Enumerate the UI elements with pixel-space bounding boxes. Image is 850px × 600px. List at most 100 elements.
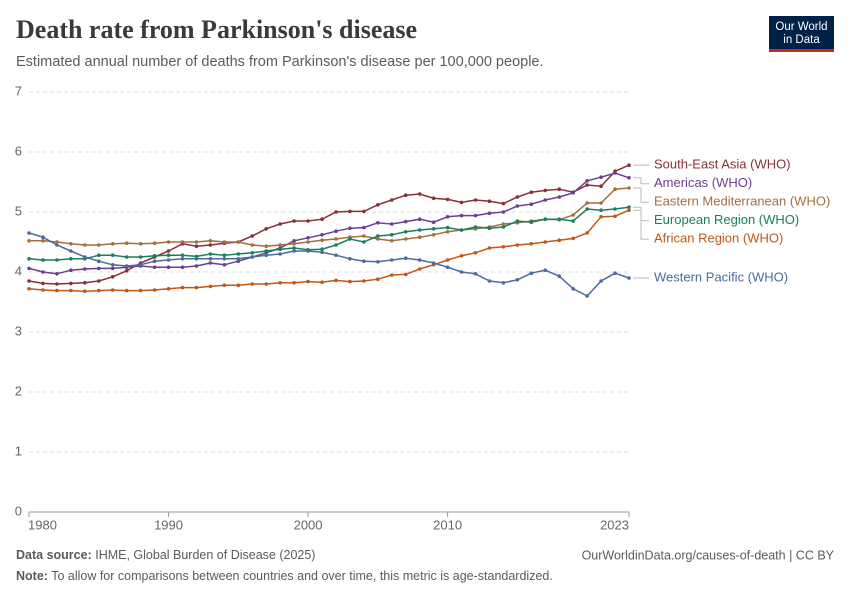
data-point: [501, 201, 506, 206]
y-tick-label: 5: [15, 203, 22, 218]
data-point: [222, 263, 227, 267]
data-point: [292, 242, 296, 246]
data-point: [487, 226, 492, 230]
data-point: [348, 209, 352, 214]
data-point: [557, 217, 562, 221]
data-point: [208, 257, 213, 261]
data-point: [473, 251, 478, 255]
data-point: [417, 192, 422, 196]
y-tick-label: 1: [15, 443, 22, 458]
data-point: [138, 242, 143, 246]
data-point: [306, 240, 310, 244]
data-point: [627, 276, 631, 280]
data-point: [529, 202, 534, 206]
data-point: [166, 253, 171, 257]
source-text[interactable]: IHME, Global Burden of Disease (2025): [95, 548, 315, 562]
data-point: [613, 207, 617, 211]
data-point: [236, 257, 241, 261]
data-point: [334, 229, 338, 233]
data-point: [152, 254, 157, 258]
x-tick-label: 2010: [433, 517, 462, 532]
data-point: [278, 243, 282, 247]
data-point: [376, 277, 380, 282]
logo[interactable]: Our World in Data: [769, 16, 834, 52]
data-point: [501, 222, 506, 226]
y-tick-label: 0: [15, 503, 22, 518]
data-point: [292, 281, 296, 285]
data-point: [152, 265, 157, 270]
data-point: [571, 287, 575, 291]
data-point: [627, 163, 631, 167]
data-point: [180, 265, 185, 270]
data-point: [264, 244, 269, 248]
data-point: [41, 258, 45, 262]
data-point: [320, 238, 324, 242]
data-point: [124, 255, 129, 259]
y-tick-label: 3: [15, 323, 22, 338]
data-point: [362, 240, 366, 244]
series: [27, 231, 631, 298]
x-tick-label: 1980: [28, 517, 57, 532]
data-point: [208, 239, 213, 243]
data-point: [264, 253, 269, 257]
data-point: [83, 281, 87, 285]
note-text: To allow for comparisons between countri…: [51, 569, 553, 583]
series: [27, 208, 631, 294]
legend-connector: [633, 177, 649, 185]
data-point: [110, 266, 115, 271]
data-point: [599, 184, 603, 188]
data-point: [501, 245, 506, 249]
data-point: [445, 225, 450, 230]
data-point: [362, 209, 366, 214]
data-point: [557, 274, 562, 279]
data-point: [599, 208, 603, 212]
data-point: [194, 264, 199, 268]
data-point: [124, 264, 129, 268]
data-point: [543, 198, 548, 202]
data-point: [96, 288, 101, 293]
data-point: [194, 285, 199, 290]
data-point: [445, 265, 450, 270]
data-point: [487, 279, 492, 283]
logo-box[interactable]: [769, 16, 834, 52]
data-point: [613, 187, 617, 191]
data-point: [613, 214, 617, 218]
data-point: [166, 240, 171, 244]
data-point: [250, 251, 255, 255]
data-point: [41, 288, 45, 292]
series: [27, 205, 631, 262]
data-point: [55, 282, 59, 286]
data-point: [459, 254, 464, 258]
data-point: [278, 222, 282, 226]
data-point: [194, 244, 199, 248]
data-point: [389, 239, 394, 243]
data-point: [445, 197, 450, 202]
data-point: [236, 252, 241, 256]
data-point: [348, 226, 352, 230]
series-line: [29, 187, 630, 247]
data-point: [613, 171, 617, 175]
data-point: [431, 233, 436, 237]
data-point: [403, 219, 408, 224]
footer-url[interactable]: OurWorldinData.org/causes-of-death | CC …: [582, 548, 835, 562]
data-point: [515, 204, 520, 208]
data-point: [180, 257, 185, 261]
data-point: [543, 240, 548, 244]
data-point: [389, 258, 394, 262]
y-tick-label: 6: [15, 143, 22, 158]
data-point: [320, 247, 324, 251]
data-point: [27, 231, 31, 235]
data-point: [124, 241, 129, 245]
data-point: [69, 249, 73, 253]
data-point: [389, 222, 394, 226]
data-point: [348, 279, 352, 284]
legend-label: South-East Asia (WHO): [654, 157, 791, 172]
data-point: [306, 279, 310, 284]
legend-connector: [633, 187, 649, 203]
data-point: [376, 237, 380, 241]
data-point: [334, 243, 338, 247]
data-point: [334, 237, 338, 241]
data-point: [362, 259, 366, 264]
data-point: [473, 213, 478, 218]
data-point: [292, 249, 296, 253]
